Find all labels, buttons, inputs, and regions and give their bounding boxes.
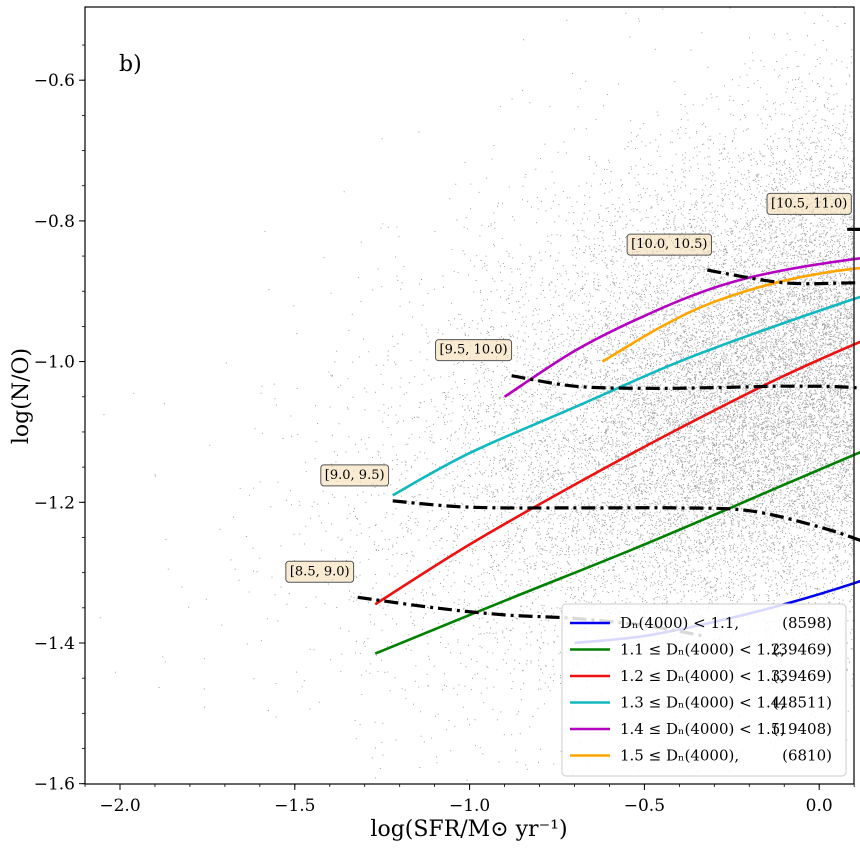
mass-bin-lines	[357, 227, 860, 638]
y-tick-label-1: −1.4	[34, 634, 75, 654]
legend-label-1: 1.1 ≤ Dₙ(4000) < 1.2,	[620, 641, 785, 659]
legend-count-2: (39469)	[773, 667, 832, 685]
legend-label-4: 1.4 ≤ Dₙ(4000) < 1.5,	[620, 720, 785, 738]
dn4000-series-lines	[374, 257, 860, 655]
mass-bin-line-1	[392, 499, 860, 542]
legend-count-1: (39469)	[773, 641, 832, 659]
x-axis-ticks: −2.0−1.5−1.0−0.50.00.51.01.52.0	[84, 784, 855, 816]
series-line-3	[392, 295, 860, 497]
legend-count-3: (48511)	[773, 694, 832, 712]
y-tick-label-3: −1.0	[34, 353, 75, 373]
x-tick-label-2: −1.0	[449, 796, 490, 816]
legend-label-2: 1.2 ≤ Dₙ(4000) < 1.3,	[620, 667, 785, 685]
y-tick-label-5: −0.6	[34, 71, 75, 91]
series-line-2	[374, 340, 860, 606]
legend-label-0: Dₙ(4000) < 1.1,	[620, 614, 739, 632]
mass-bin-label-3: [10.0, 10.5)	[626, 233, 712, 256]
legend-label-5: 1.5 ≤ Dₙ(4000),	[620, 747, 739, 765]
mass-bin-label-text-4: [10.5, 11.0)	[771, 196, 847, 211]
mass-bin-label-text-0: [8.5, 9.0)	[290, 564, 350, 579]
x-tick-label-1: −1.5	[274, 796, 315, 816]
x-tick-label-3: −0.5	[624, 796, 665, 816]
x-tick-label-4: 0.0	[806, 796, 833, 816]
y-tick-label-4: −0.8	[34, 212, 75, 232]
legend-count-0: (8598)	[782, 614, 832, 632]
x-tick-label-0: −2.0	[99, 796, 140, 816]
mass-bin-label-box-4	[766, 192, 852, 215]
y-tick-label-0: −1.6	[34, 775, 75, 795]
mass-bin-label-0: [8.5, 9.0)	[285, 560, 355, 583]
legend-count-4: (19408)	[773, 720, 832, 738]
legend-box	[561, 603, 847, 777]
legend-label-3: 1.3 ≤ Dₙ(4000) < 1.4,	[620, 694, 785, 712]
mass-bin-labels: [8.5, 9.0) [9.0, 9.5) [9.5, 10.0) [10.0, 10…	[285, 192, 852, 583]
mass-bin-label-text-1: [9.0, 9.5)	[325, 468, 385, 483]
x-axis-title: log(SFR/M⊙ yr⁻¹)	[370, 817, 567, 842]
scatter-point-cloud	[99, 7, 854, 784]
mass-bin-line-2	[511, 374, 860, 390]
mass-bin-label-text-3: [10.0, 10.5)	[631, 237, 707, 252]
legend-count-5: (6810)	[782, 747, 832, 765]
mass-bin-label-2: [9.5, 10.0)	[435, 339, 513, 362]
mass-bin-label-text-2: [9.5, 10.0)	[440, 343, 508, 358]
y-axis-ticks: −1.6 −1.4 −1.2 −1.0 −0.8 −0.6	[34, 44, 85, 795]
series-line-4	[503, 257, 860, 398]
legend: Dₙ(4000) < 1.1, (8598) 1.1 ≤ Dₙ(4000) < 1.…	[561, 603, 847, 777]
mass-bin-label-1: [9.0, 9.5)	[320, 464, 390, 487]
mass-bin-label-4: [10.5, 11.0)	[766, 192, 852, 215]
y-tick-label-2: −1.2	[34, 493, 75, 513]
mass-bin-label-box-0	[285, 560, 355, 583]
mass-bin-label-box-3	[626, 233, 712, 256]
mass-bin-label-box-2	[435, 339, 513, 362]
mass-bin-label-box-1	[320, 464, 390, 487]
panel-label: b)	[119, 52, 142, 77]
background-scatter-points	[99, 7, 854, 784]
y-axis-title: log(N/O)	[9, 348, 34, 444]
